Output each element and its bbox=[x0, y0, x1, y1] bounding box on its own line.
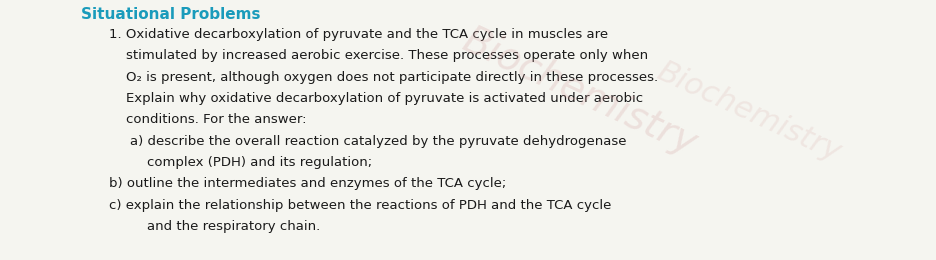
Text: 1. Oxidative decarboxylation of pyruvate and the TCA cycle in muscles are: 1. Oxidative decarboxylation of pyruvate… bbox=[109, 28, 607, 41]
Text: O₂ is present, although oxygen does not participate directly in these processes.: O₂ is present, although oxygen does not … bbox=[109, 70, 657, 83]
Text: b) outline the intermediates and enzymes of the TCA cycle;: b) outline the intermediates and enzymes… bbox=[109, 177, 505, 190]
Text: Explain why oxidative decarboxylation of pyruvate is activated under aerobic: Explain why oxidative decarboxylation of… bbox=[109, 92, 642, 105]
Text: Biochemistry: Biochemistry bbox=[457, 22, 703, 164]
Text: Situational Problems: Situational Problems bbox=[80, 7, 260, 22]
Text: a) describe the overall reaction catalyzed by the pyruvate dehydrogenase: a) describe the overall reaction catalyz… bbox=[130, 134, 626, 147]
Text: c) explain the relationship between the reactions of PDH and the TCA cycle: c) explain the relationship between the … bbox=[109, 199, 610, 212]
Text: and the respiratory chain.: and the respiratory chain. bbox=[130, 220, 320, 233]
Text: complex (PDH) and its regulation;: complex (PDH) and its regulation; bbox=[130, 156, 372, 169]
Text: conditions. For the answer:: conditions. For the answer: bbox=[109, 113, 306, 126]
Text: Biochemistry: Biochemistry bbox=[651, 56, 844, 167]
Text: stimulated by increased aerobic exercise. These processes operate only when: stimulated by increased aerobic exercise… bbox=[109, 49, 648, 62]
